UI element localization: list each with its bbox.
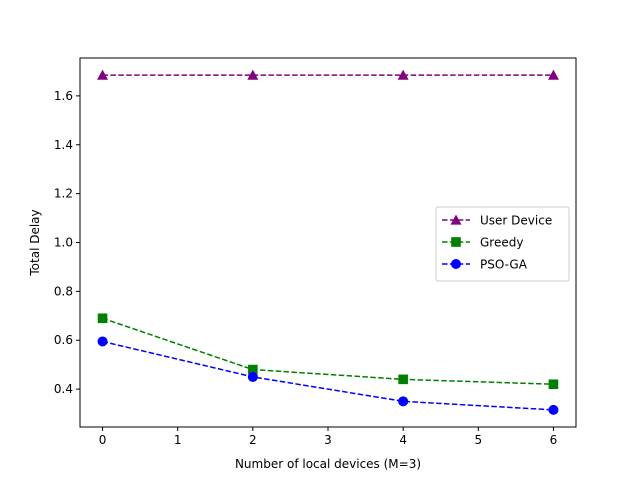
data-point-greedy (248, 364, 258, 375)
y-tick-label: 0.6 (54, 333, 73, 347)
y-tick-label: 1.4 (54, 138, 73, 152)
x-axis-ticks: 0 1 2 3 4 5 6 (99, 427, 558, 447)
data-point-pso-ga (247, 371, 258, 382)
legend-label-greedy: Greedy (480, 236, 523, 250)
x-axis-label: Number of local devices (M=3) (235, 457, 421, 471)
legend-box (435, 206, 570, 282)
legend-marker-user-device (450, 214, 462, 225)
data-point-user-device (247, 69, 259, 80)
data-point-pso-ga (97, 336, 108, 347)
y-tick-label: 1.0 (54, 236, 73, 250)
legend-label-pso-ga: PSO-GA (480, 258, 528, 272)
data-point-user-device (547, 69, 559, 80)
y-axis-label: Total Delay (28, 209, 42, 276)
y-axis-ticks: 0.4 0.6 0.8 1.0 1.2 1.4 1.6 (54, 89, 80, 396)
y-tick-label: 1.2 (54, 187, 73, 201)
data-point-greedy (398, 374, 408, 385)
x-tick-label: 4 (399, 433, 407, 447)
legend: User Device Greedy PSO-GA (435, 206, 570, 282)
data-point-greedy (548, 379, 559, 390)
data-point-pso-ga (548, 404, 559, 415)
x-tick-label: 5 (474, 433, 482, 447)
data-point-pso-ga (398, 396, 409, 407)
legend-label-user-device: User Device (480, 214, 552, 228)
plot-area (97, 69, 559, 415)
x-tick-label: 0 (99, 433, 107, 447)
x-tick-label: 3 (324, 433, 332, 447)
y-tick-label: 0.8 (54, 284, 73, 298)
data-point-user-device (397, 69, 409, 80)
legend-marker-pso-ga (451, 259, 461, 269)
series-line-greedy (102, 317, 554, 385)
x-tick-label: 1 (174, 433, 182, 447)
data-point-greedy (97, 313, 108, 324)
y-tick-label: 1.6 (54, 89, 73, 103)
y-tick-label: 0.4 (54, 382, 73, 396)
x-tick-label: 2 (249, 433, 257, 447)
data-point-user-device (97, 69, 109, 80)
x-tick-label: 6 (550, 433, 558, 447)
series-line-pso-ga (102, 340, 554, 411)
legend-marker-greedy (451, 237, 461, 247)
